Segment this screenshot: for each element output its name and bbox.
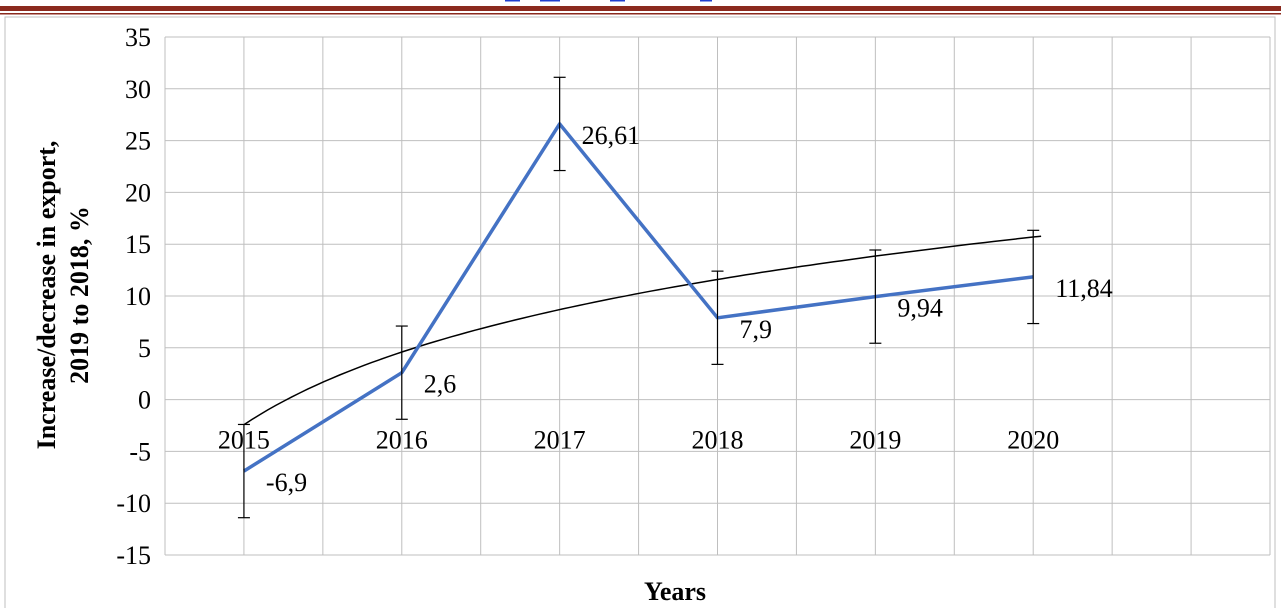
top-rule <box>0 6 1281 15</box>
error-bars <box>237 76 1040 519</box>
error-bar <box>395 325 408 420</box>
x-tick-label: 2018 <box>692 426 744 455</box>
y-tick-label: 10 <box>125 282 151 311</box>
y-tick-label: 20 <box>125 178 151 207</box>
y-tick-label: 15 <box>125 230 151 259</box>
x-tick-labels: 2015 2016 2017 2018 2019 2020 <box>218 426 1059 455</box>
error-bar <box>1027 229 1040 325</box>
data-label: 2,6 <box>424 370 457 399</box>
error-bar <box>869 249 882 344</box>
svg-text:Increase/decrease in export,: Increase/decrease in export, <box>32 141 61 450</box>
x-tick-label: 2019 <box>849 426 901 455</box>
error-bar <box>553 76 566 172</box>
trendline-curve <box>243 235 1042 426</box>
data-label: 7,9 <box>740 315 773 344</box>
y-tick-labels: 35 30 25 20 15 10 5 0 -5 -10 -15 <box>116 23 151 570</box>
error-bar <box>237 423 250 519</box>
x-tick-label: 2015 <box>218 426 270 455</box>
x-tick-label: 2017 <box>534 426 586 455</box>
data-label: 9,94 <box>897 294 943 323</box>
data-label: 11,84 <box>1055 274 1113 303</box>
y-tick-label: 5 <box>138 334 151 363</box>
y-axis-title: Increase/decrease in export, 2019 to 201… <box>32 141 94 450</box>
y-tick-label: -10 <box>116 489 151 518</box>
y-tick-label: 0 <box>138 386 151 415</box>
svg-text:2019 to 2018, %: 2019 to 2018, % <box>65 206 94 384</box>
error-bar <box>711 270 724 365</box>
y-tick-label: -15 <box>116 541 151 570</box>
y-tick-label: -5 <box>129 437 151 466</box>
gridlines <box>164 36 1271 556</box>
series-layer <box>242 122 1034 473</box>
trendline <box>243 235 1042 426</box>
data-label: 26,61 <box>582 121 641 150</box>
data-labels: -6,9 2,6 26,61 7,9 9,94 11,84 <box>266 121 1113 497</box>
chart-border <box>4 16 1276 608</box>
y-tick-label: 35 <box>125 23 151 52</box>
data-label: -6,9 <box>266 468 307 497</box>
x-tick-label: 2020 <box>1007 426 1059 455</box>
series-line <box>242 122 1034 473</box>
x-tick-label: 2016 <box>376 426 428 455</box>
x-axis-title: Years <box>644 577 706 606</box>
y-tick-label: 25 <box>125 127 151 156</box>
y-tick-label: 30 <box>125 75 151 104</box>
